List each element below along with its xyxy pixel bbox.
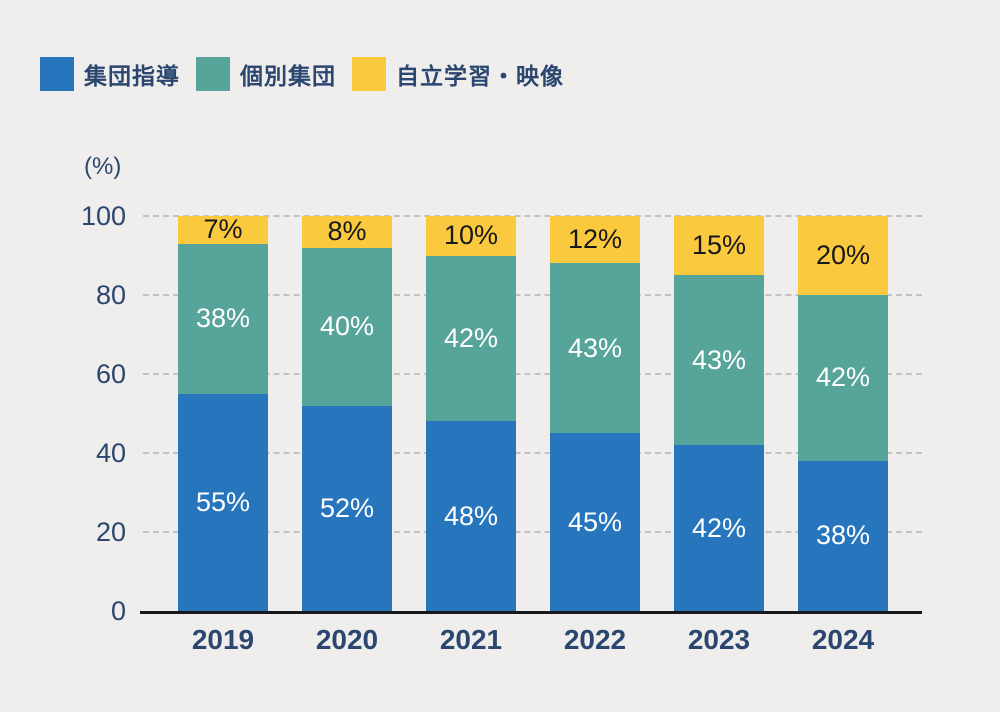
y-tick-label: 40 xyxy=(95,438,126,468)
bar-segment: 42% xyxy=(426,255,516,422)
legend-item-self-study-video: 自立学習・映像 xyxy=(352,57,564,91)
bar-value-label: 20% xyxy=(815,240,871,270)
bar-value-label: 48% xyxy=(443,500,499,531)
bar-segment: 20% xyxy=(798,216,888,295)
x-tick-label: 2020 xyxy=(315,624,379,655)
bar-segment: 38% xyxy=(178,243,268,394)
y-tick-label: 80 xyxy=(95,280,126,310)
x-axis-line xyxy=(140,611,922,614)
bar-value-label: 7% xyxy=(203,214,243,245)
bar-value-label: 38% xyxy=(195,303,251,334)
bar-segment: 45% xyxy=(550,433,640,611)
y-axis-unit-label: (%) xyxy=(84,153,122,180)
y-tick-label: 0 xyxy=(110,596,126,626)
bar-segment: 40% xyxy=(302,247,392,406)
legend-swatch-individual-group xyxy=(196,57,230,91)
bar-segment: 43% xyxy=(550,263,640,434)
bar-segment: 12% xyxy=(550,216,640,264)
gridline xyxy=(143,215,922,217)
bar-segment: 42% xyxy=(798,295,888,461)
y-tick-label: 100 xyxy=(80,201,126,231)
bar-value-label: 55% xyxy=(195,486,251,517)
bar-segment: 55% xyxy=(178,393,268,611)
x-tick-label: 2022 xyxy=(563,624,627,655)
legend-swatch-self-study-video xyxy=(352,57,386,91)
bar-segment: 48% xyxy=(426,421,516,611)
bar-value-label: 15% xyxy=(691,230,747,261)
bar-segment: 8% xyxy=(302,216,392,248)
gridline xyxy=(143,531,922,533)
legend-label-self-study-video: 自立学習・映像 xyxy=(396,63,564,89)
legend-label-individual-group: 個別集団 xyxy=(240,63,336,89)
bar-value-label: 42% xyxy=(443,322,499,353)
gridline xyxy=(143,373,922,375)
bar-segment: 43% xyxy=(674,275,764,446)
bar-segment: 38% xyxy=(798,460,888,611)
bar-segment: 52% xyxy=(302,405,392,611)
bar-value-label: 42% xyxy=(691,512,747,543)
legend-swatch-group-instruction xyxy=(40,57,74,91)
bar-value-label: 42% xyxy=(815,362,871,393)
gridline xyxy=(143,294,922,296)
gridline xyxy=(143,452,922,454)
y-tick-label: 20 xyxy=(95,517,126,547)
bar-segment: 7% xyxy=(178,216,268,244)
legend-label-group-instruction: 集団指導 xyxy=(84,63,180,89)
bar-segment: 15% xyxy=(674,216,764,276)
bar-segment: 10% xyxy=(426,216,516,256)
bar-value-label: 45% xyxy=(567,506,623,537)
bar-value-label: 10% xyxy=(443,220,499,251)
bar-value-label: 43% xyxy=(567,332,623,363)
x-tick-label: 2024 xyxy=(811,624,875,655)
bar-value-label: 38% xyxy=(815,520,871,551)
legend-item-group-instruction: 集団指導 xyxy=(40,57,180,91)
x-tick-label: 2023 xyxy=(687,624,751,655)
bar-value-label: 40% xyxy=(319,311,375,342)
bar-value-label: 12% xyxy=(567,224,623,255)
bar-value-label: 43% xyxy=(691,344,747,375)
x-tick-label: 2019 xyxy=(191,624,255,655)
chart-legend: 集団指導 個別集団 自立学習・映像 xyxy=(40,57,564,91)
y-tick-label: 60 xyxy=(95,359,126,389)
x-tick-label: 2021 xyxy=(439,624,503,655)
bar-value-label: 8% xyxy=(327,216,367,247)
bar-segment: 42% xyxy=(674,445,764,611)
bar-value-label: 52% xyxy=(319,492,375,523)
legend-item-individual-group: 個別集団 xyxy=(196,57,336,91)
